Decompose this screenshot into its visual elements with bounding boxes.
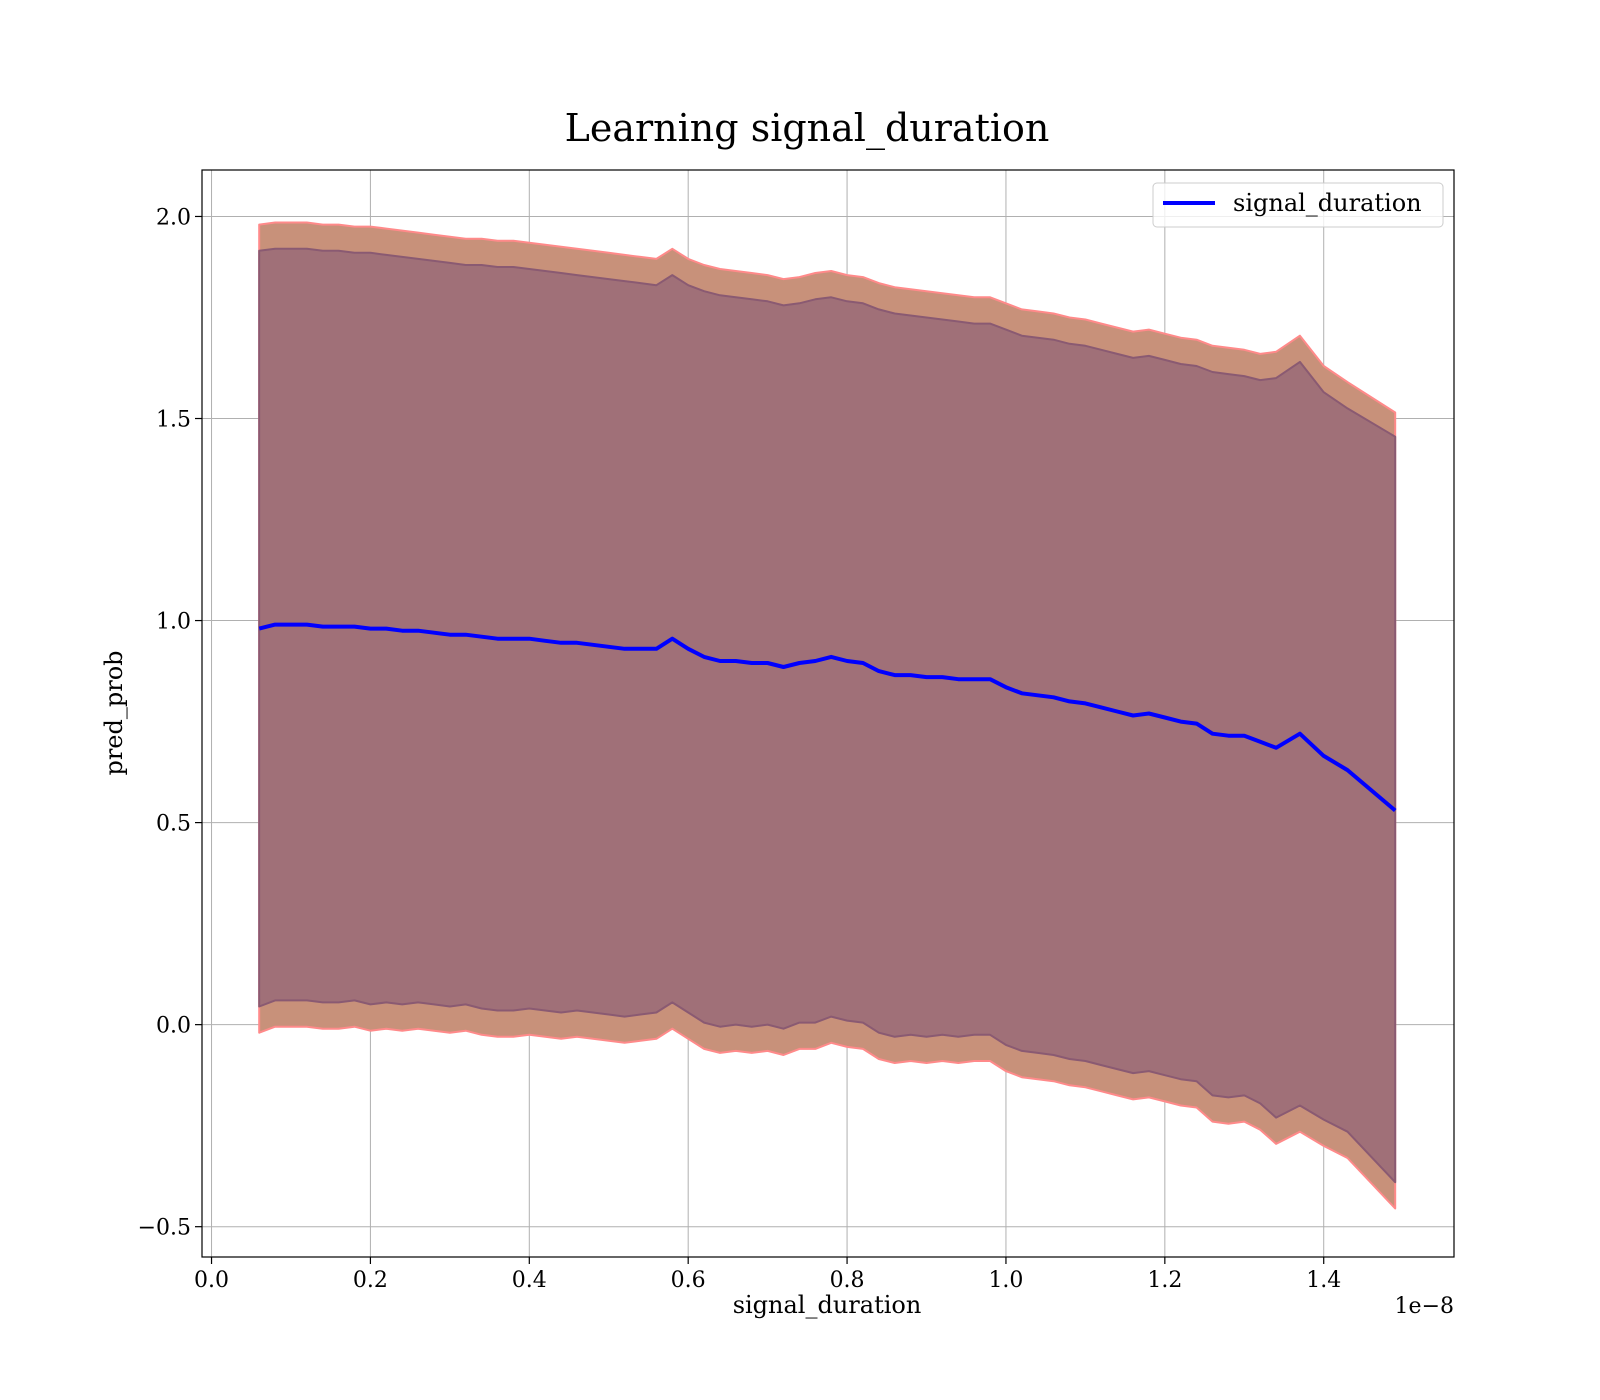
legend: signal_duration	[1152, 182, 1444, 228]
chart-title: Learning signal_duration	[565, 106, 1050, 151]
y-tick-label: 1.0	[156, 610, 191, 635]
x-tick-label: 0.0	[194, 1268, 229, 1293]
series-lines	[258, 622, 1397, 813]
x-axis-label: signal_duration	[733, 1291, 922, 1319]
plot-frame	[201, 169, 1455, 1258]
x-tick-label: 0.4	[512, 1268, 547, 1293]
y-axis-label: pred_prob	[100, 650, 128, 775]
legend-box	[1152, 182, 1444, 228]
x-tick-label: 1.2	[1147, 1268, 1182, 1293]
y-axis: −0.5 0.0 0.5 1.0 1.5 2.0	[138, 205, 202, 1241]
y-tick-label: −0.5	[138, 1216, 191, 1241]
x-tick-label: 0.8	[830, 1268, 865, 1293]
x-tick-label: 0.2	[353, 1268, 388, 1293]
confidence-bands	[258, 221, 1397, 1210]
x-tick-label: 0.6	[671, 1268, 706, 1293]
y-tick-label: 1.5	[156, 408, 191, 433]
y-tick-label: 2.0	[156, 205, 191, 230]
y-tick-label: 0.0	[156, 1014, 191, 1039]
band-inner	[258, 247, 1397, 1184]
x-tick-label: 1.0	[988, 1268, 1023, 1293]
series-line	[258, 622, 1397, 813]
x-offset-text: 1e−8	[1395, 1294, 1454, 1319]
legend-label: signal_duration	[1233, 189, 1422, 217]
x-tick-label: 1.4	[1306, 1268, 1341, 1293]
y-tick-label: 0.5	[156, 812, 191, 837]
x-axis: 0.0 0.2 0.4 0.6 0.8 1.0 1.2 1.4	[194, 1257, 1341, 1293]
